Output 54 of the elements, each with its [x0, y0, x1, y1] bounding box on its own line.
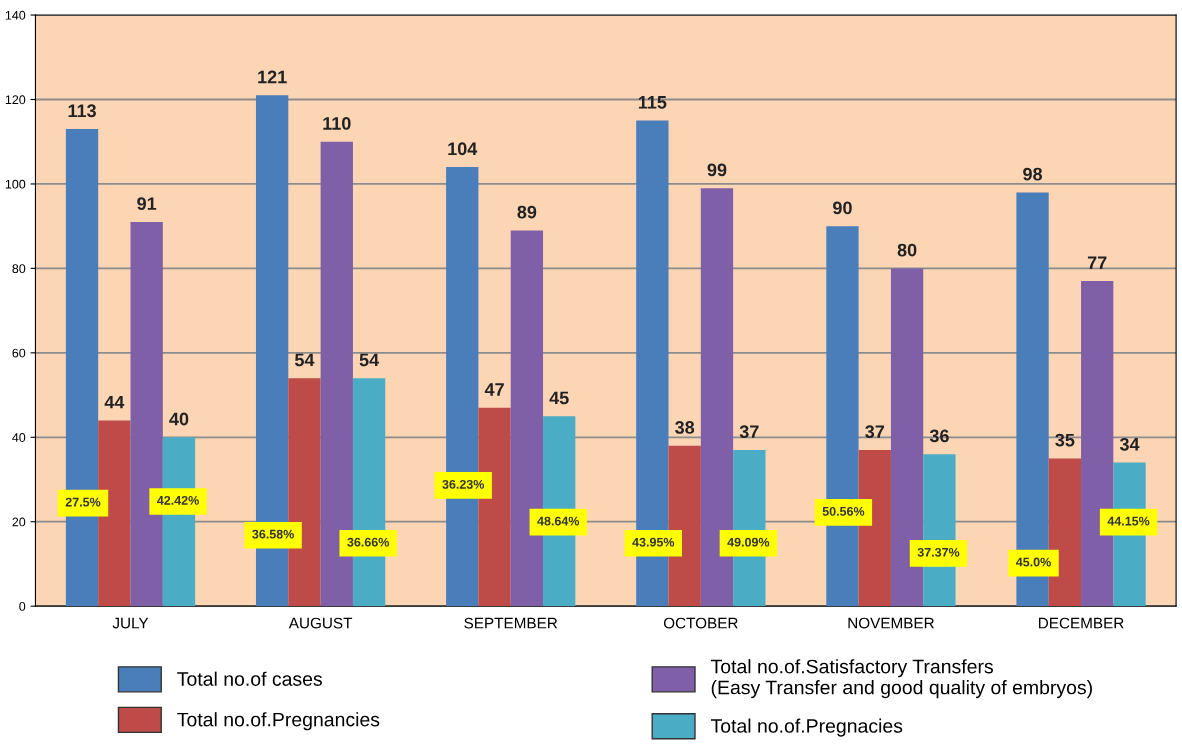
legend-label: Total no.of cases: [177, 671, 322, 686]
data-label: 47: [484, 383, 504, 396]
data-label: 34: [1119, 437, 1140, 451]
x-tick-label: AUGUST: [288, 617, 353, 629]
data-label: 121: [258, 70, 287, 84]
x-tick-label: JULY: [112, 617, 149, 629]
annotation: 36.23%: [442, 479, 485, 489]
annotation: 50.56%: [822, 506, 865, 516]
annotation: 27.5%: [65, 497, 101, 507]
data-label: 54: [359, 353, 380, 367]
data-label: 99: [707, 163, 727, 177]
legend-label: Total no.of.Satisfactory Transfers (Easy Transfer and good quality of embryos): [710, 659, 1092, 699]
x-tick-label: OCTOBER: [663, 617, 738, 629]
annotation: 45.0%: [1015, 557, 1051, 567]
data-label: 37: [865, 425, 885, 439]
data-label: 113: [68, 104, 96, 118]
y-tick-label: 120: [5, 95, 26, 105]
legend-label: Total no.of.Pregnancies: [177, 712, 380, 731]
data-label: 91: [137, 197, 157, 211]
data-label: 44: [104, 395, 125, 409]
data-label: 37: [739, 425, 759, 439]
data-label: 77: [1087, 256, 1107, 269]
annotation: 37.37%: [917, 547, 960, 557]
data-label: 110: [323, 117, 351, 130]
y-tick-label: 40: [12, 433, 26, 442]
data-label: 54: [294, 353, 315, 367]
legend-label: Total no.of.Pregnacies: [710, 718, 903, 737]
data-label: 115: [638, 96, 667, 109]
data-label: 80: [897, 243, 917, 257]
y-tick-label: 140: [5, 10, 26, 20]
data-label: 35: [1055, 433, 1075, 447]
x-tick-label: DECEMBER: [1039, 617, 1124, 629]
data-label: 45: [549, 391, 569, 405]
y-tick-label: 20: [12, 517, 26, 527]
y-tick-label: 80: [12, 264, 26, 274]
data-label: 36: [929, 429, 949, 443]
data-label: 90: [833, 201, 852, 215]
y-tick-label: 100: [5, 179, 26, 189]
annotation: 44.15%: [1107, 516, 1150, 526]
data-label: 40: [169, 412, 189, 426]
x-tick-label: NOVEMBER: [848, 617, 934, 629]
annotation: 49.09%: [727, 537, 770, 547]
data-label: 98: [1023, 167, 1043, 181]
y-tick-label: 0: [19, 601, 26, 611]
annotation: 42.42%: [157, 495, 199, 505]
x-tick-label: SEPTEMBER: [464, 617, 558, 629]
annotation: 43.95%: [632, 537, 675, 547]
annotation: 48.64%: [537, 516, 580, 526]
annotation: 36.66%: [347, 537, 390, 547]
data-label: 89: [517, 205, 537, 219]
annotation: 36.58%: [252, 529, 294, 539]
data-label: 104: [448, 142, 478, 156]
data-label: 38: [675, 421, 695, 434]
y-tick-label: 60: [12, 348, 26, 358]
